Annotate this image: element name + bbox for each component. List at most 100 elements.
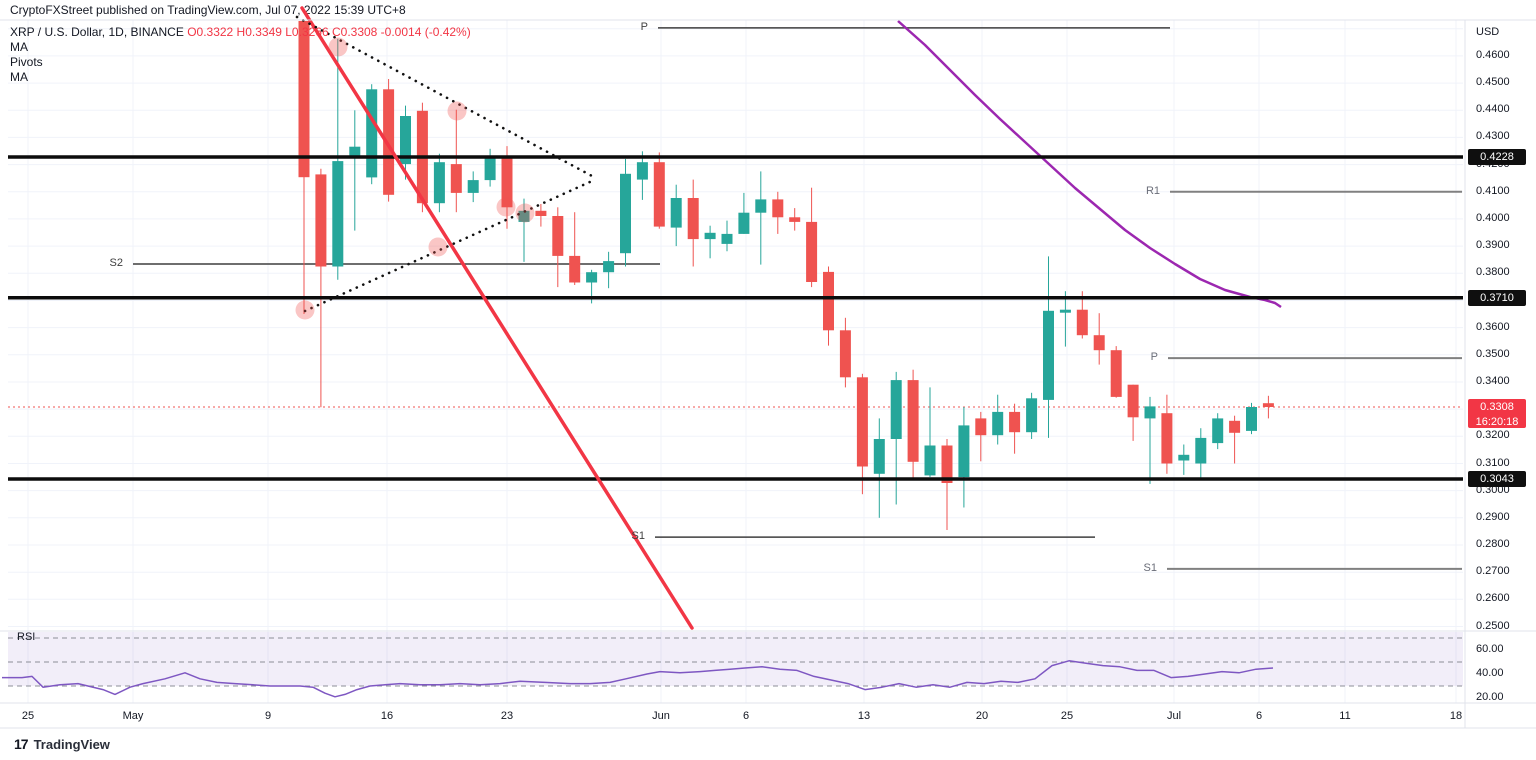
time-axis-label: 9 bbox=[264, 710, 272, 722]
symbol-row[interactable]: XRP / U.S. Dollar, 1D, BINANCE O0.3322 H… bbox=[10, 25, 471, 40]
candle-body bbox=[450, 164, 462, 193]
price-tick: 0.3500 bbox=[1476, 347, 1510, 360]
highlight-circle bbox=[496, 197, 516, 217]
time-axis-label: May bbox=[122, 710, 144, 722]
candle-body bbox=[975, 418, 987, 436]
level-price-badge: 0.4228 bbox=[1468, 149, 1526, 165]
rsi-tick: 60.00 bbox=[1476, 643, 1504, 655]
candle-body bbox=[670, 198, 682, 228]
price-tick: 0.4500 bbox=[1476, 76, 1510, 89]
pivot-label-s1: S1 bbox=[631, 530, 645, 543]
candle-body bbox=[1076, 309, 1088, 336]
highlight-circle bbox=[447, 101, 467, 121]
indicator-row-ma-2[interactable]: MA bbox=[10, 70, 471, 85]
indicator-label[interactable]: MA bbox=[10, 70, 28, 84]
rsi-tick: 20.00 bbox=[1476, 691, 1504, 703]
candle-body bbox=[1229, 420, 1241, 433]
last-price-badge: 0.3308 16:20:18 bbox=[1468, 399, 1526, 428]
candle-body bbox=[772, 199, 784, 218]
price-tick: 0.2600 bbox=[1476, 592, 1510, 605]
candle-body bbox=[941, 445, 953, 483]
price-tick: 0.2800 bbox=[1476, 538, 1510, 550]
candle-body bbox=[1144, 406, 1156, 419]
candle-body bbox=[839, 330, 851, 378]
price-tick: 0.2500 bbox=[1476, 619, 1510, 632]
time-axis-label: 25 bbox=[1060, 710, 1074, 722]
candle-body bbox=[315, 174, 327, 267]
time-axis-label: 20 bbox=[975, 710, 989, 722]
candle-body bbox=[383, 89, 395, 195]
candle-body bbox=[704, 232, 716, 240]
symbol-title[interactable]: XRP / U.S. Dollar, 1D, BINANCE bbox=[10, 25, 184, 39]
candle-body bbox=[1195, 437, 1207, 464]
price-tick: 0.3100 bbox=[1476, 456, 1510, 469]
tradingview-logo-text[interactable]: TradingView bbox=[33, 736, 110, 752]
candle-body bbox=[924, 445, 936, 476]
price-tick: 0.4100 bbox=[1476, 184, 1510, 197]
time-axis-label: 11 bbox=[1339, 710, 1351, 722]
candle-body bbox=[653, 162, 665, 227]
candle-body bbox=[992, 411, 1004, 436]
candle-body bbox=[1262, 403, 1274, 407]
price-tick: 0.2900 bbox=[1476, 510, 1510, 523]
time-axis-label: Jun bbox=[652, 710, 670, 722]
time-axis-label: 23 bbox=[500, 710, 514, 722]
indicator-label[interactable]: Pivots bbox=[10, 55, 43, 69]
rsi-tick: 40.00 bbox=[1476, 667, 1504, 679]
highlight-circle bbox=[515, 203, 535, 223]
trendline bbox=[300, 6, 694, 630]
price-tick: 0.4300 bbox=[1476, 130, 1510, 143]
pivot-label-s1: S1 bbox=[1143, 561, 1157, 574]
pivot-label-s2: S2 bbox=[109, 257, 123, 269]
tradingview-logo-icon[interactable]: 17 bbox=[14, 736, 29, 752]
time-axis-label: 13 bbox=[857, 710, 871, 722]
candle-body bbox=[1043, 310, 1054, 400]
price-tick: 0.3800 bbox=[1476, 266, 1510, 279]
price-tick: 0.2700 bbox=[1476, 565, 1510, 578]
indicator-label[interactable]: MA bbox=[10, 40, 28, 54]
candle-body bbox=[907, 380, 919, 462]
candle-body bbox=[1059, 309, 1071, 313]
pivot-label-r1: R1 bbox=[1145, 184, 1160, 197]
candle-body bbox=[400, 116, 411, 165]
level-price-badge: 0.3043 bbox=[1468, 471, 1526, 487]
indicator-row-ma-1[interactable]: MA bbox=[10, 40, 471, 55]
indicator-row-pivots[interactable]: Pivots bbox=[10, 55, 471, 70]
candle-body bbox=[518, 210, 530, 222]
candle-body bbox=[349, 146, 361, 156]
highlight-circle bbox=[428, 237, 448, 257]
candle-body bbox=[806, 221, 818, 282]
time-axis-label: 6 bbox=[742, 710, 750, 722]
candle-body bbox=[603, 261, 615, 273]
rsi-indicator-label[interactable]: RSI bbox=[17, 631, 36, 643]
highlight-circle bbox=[295, 300, 315, 320]
candle-body bbox=[636, 162, 648, 180]
price-tick: 0.3200 bbox=[1476, 429, 1510, 442]
candle-body bbox=[890, 380, 902, 439]
candle-body bbox=[1009, 411, 1021, 433]
candle-body bbox=[823, 271, 834, 331]
candle-body bbox=[856, 377, 868, 467]
price-tick: 0.4400 bbox=[1476, 103, 1510, 116]
price-tick: 0.3900 bbox=[1476, 239, 1510, 252]
candle-body bbox=[620, 173, 631, 254]
ohlc-values: O0.3322 H0.3349 L0.3266 C0.3308 -0.0014 … bbox=[187, 25, 471, 39]
candle-body bbox=[687, 198, 699, 240]
candle-body bbox=[1246, 407, 1257, 431]
candle-body bbox=[1178, 454, 1190, 461]
candle-body bbox=[873, 439, 885, 474]
price-tick: 0.3600 bbox=[1476, 320, 1510, 333]
currency-label: USD bbox=[1476, 26, 1500, 38]
candle-body bbox=[586, 272, 598, 283]
triangle-lower-line bbox=[303, 179, 594, 313]
price-tick: 0.4000 bbox=[1476, 211, 1510, 224]
pivot-label-p: P bbox=[640, 20, 648, 33]
candle-body bbox=[1110, 350, 1122, 397]
candle-body bbox=[569, 255, 581, 283]
candle-body bbox=[484, 155, 496, 181]
time-axis-label: 16 bbox=[380, 710, 394, 722]
candle-body bbox=[535, 210, 547, 216]
ma-curve bbox=[897, 20, 1282, 309]
